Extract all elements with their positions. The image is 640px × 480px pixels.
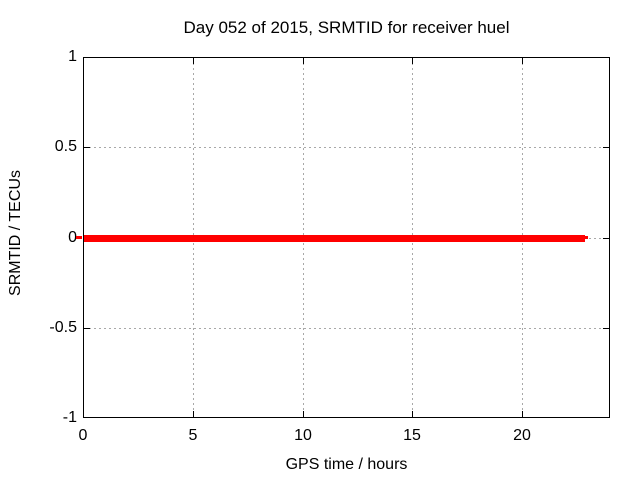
y-tick-label: 1 xyxy=(68,48,77,65)
chart-title: Day 052 of 2015, SRMTID for receiver hue… xyxy=(183,18,510,37)
x-tick-bottom xyxy=(303,411,304,417)
x-tick-bottom xyxy=(522,411,523,417)
y-gridline xyxy=(84,147,609,148)
x-tick-top xyxy=(522,58,523,64)
y-tick-right xyxy=(603,328,609,329)
series-line xyxy=(84,235,585,242)
y-axis-label: SRMTID / TECUs xyxy=(7,170,24,296)
y-tick-label: 0 xyxy=(68,229,77,246)
y-tick-label: 0.5 xyxy=(54,138,77,155)
x-tick-top xyxy=(303,58,304,64)
x-tick-label: 10 xyxy=(294,427,312,444)
series-right-edge-artifact xyxy=(585,236,588,239)
x-tick-top xyxy=(193,58,194,64)
y-gridline xyxy=(84,328,609,329)
x-axis-label: GPS time / hours xyxy=(285,456,408,473)
x-tick-label: 0 xyxy=(78,427,88,444)
y-tick-label: -0.5 xyxy=(49,319,77,336)
y-tick-left xyxy=(84,147,90,148)
y-tick-label: -1 xyxy=(62,409,77,426)
x-tick-label: 20 xyxy=(513,427,531,444)
x-tick-top xyxy=(412,58,413,64)
y-tick-left xyxy=(84,328,90,329)
x-tick-bottom xyxy=(412,411,413,417)
series-left-edge-artifact xyxy=(76,236,82,239)
plot-area xyxy=(83,57,610,418)
x-tick-bottom xyxy=(193,411,194,417)
x-tick-label: 5 xyxy=(188,427,198,444)
y-tick-right xyxy=(603,147,609,148)
x-tick-label: 15 xyxy=(403,427,421,444)
y-tick-right xyxy=(603,238,609,239)
